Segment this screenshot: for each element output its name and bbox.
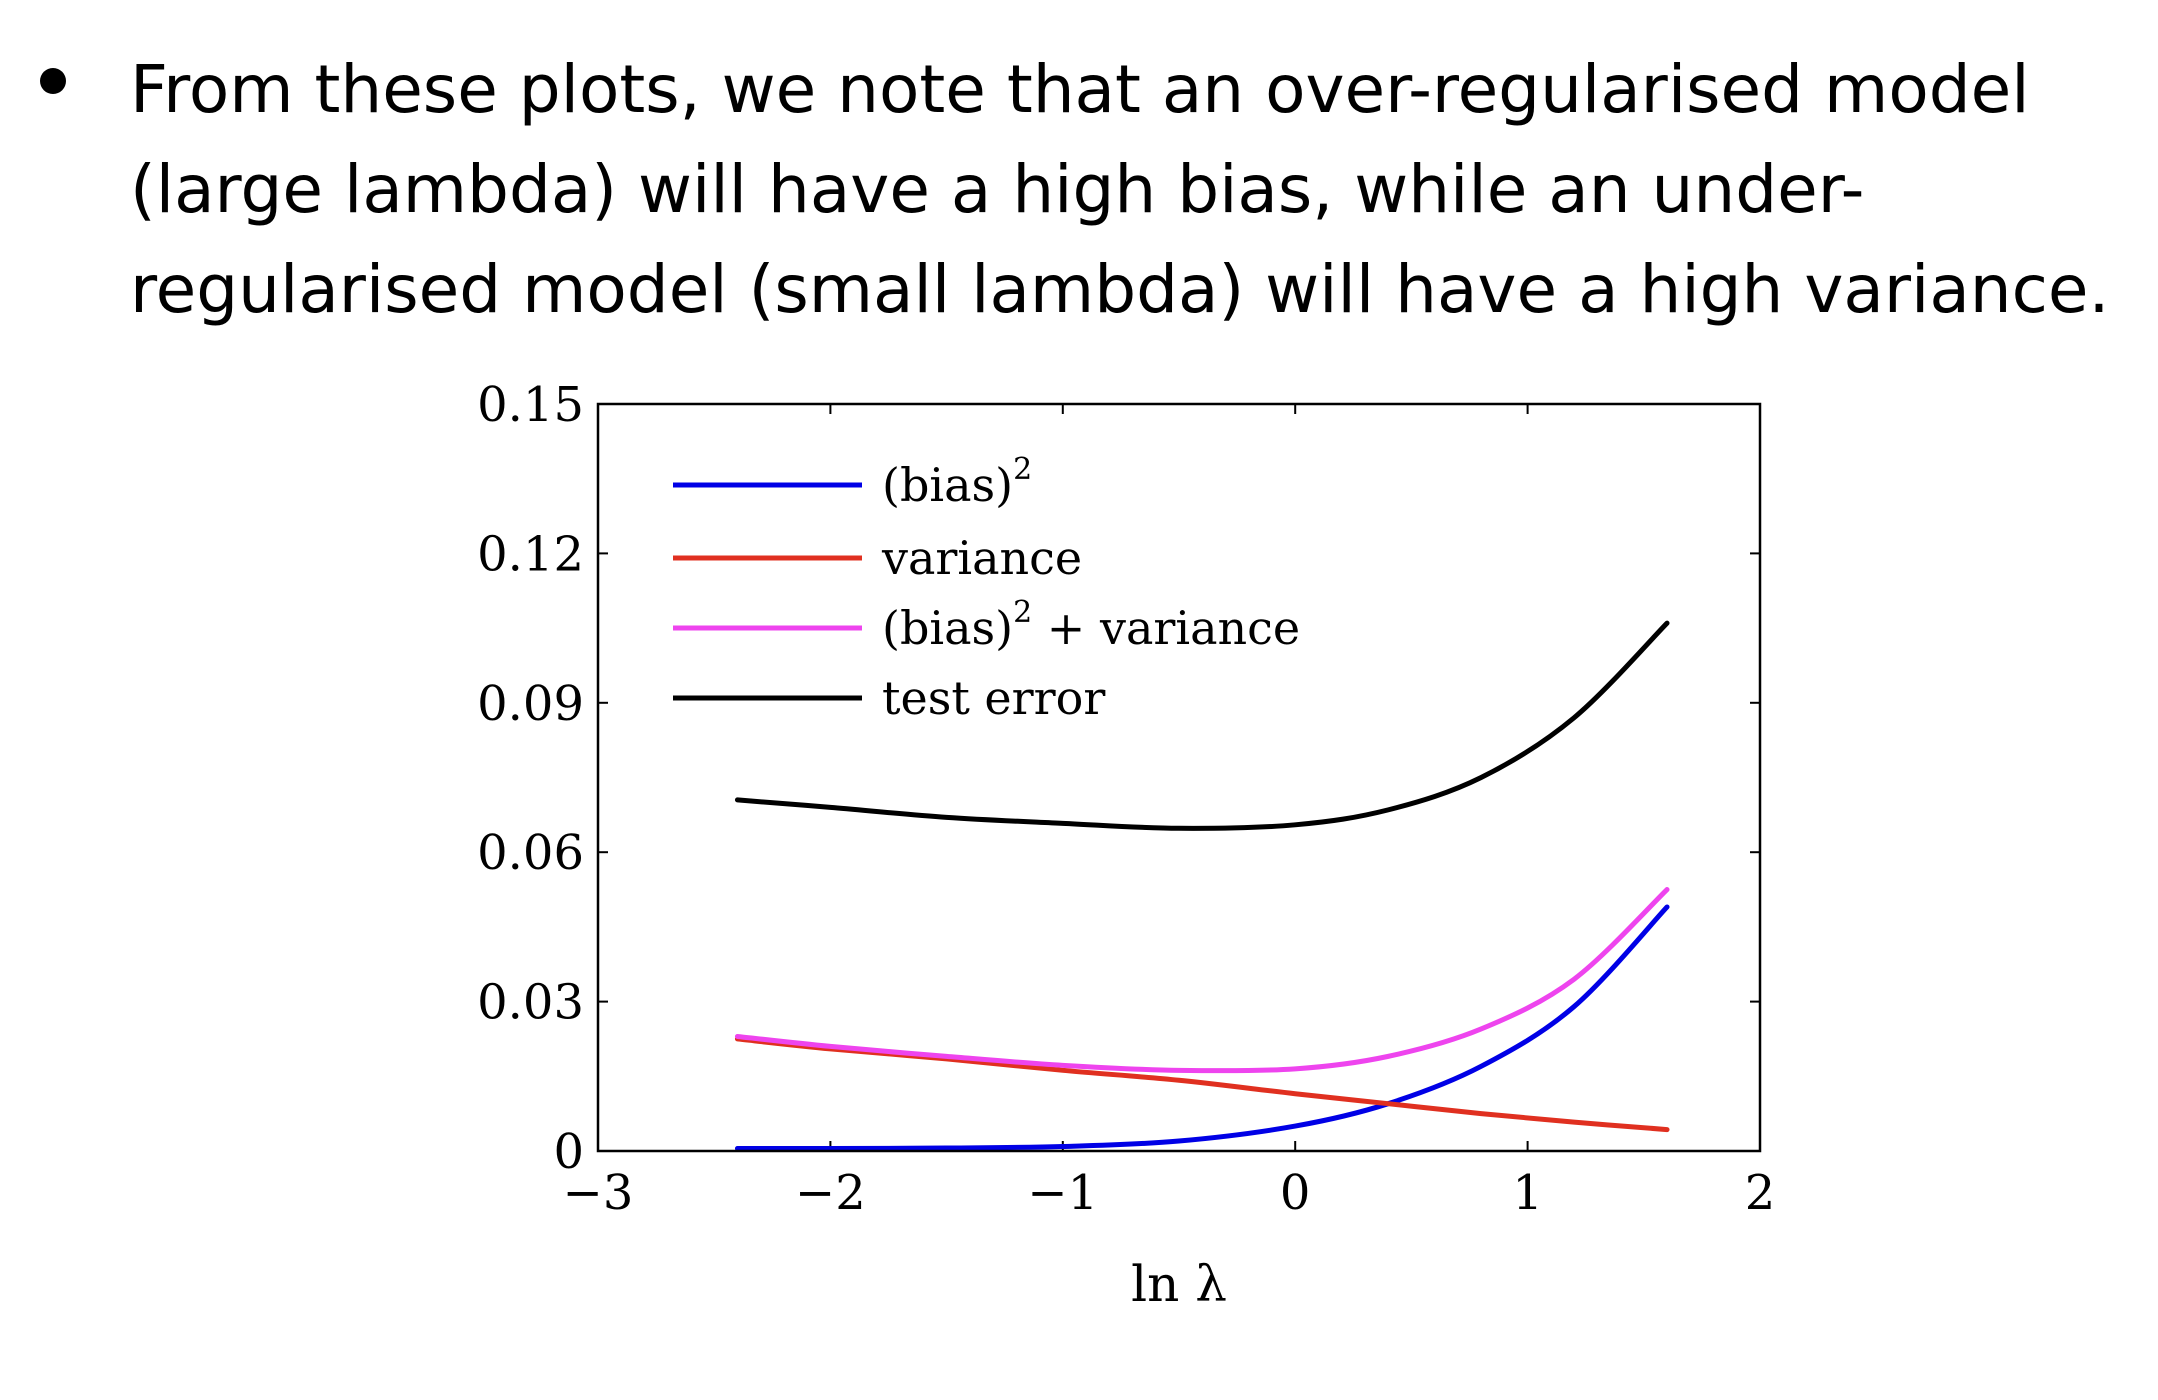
- y-tick-label: 0: [553, 1124, 584, 1180]
- legend-label-superscript: 2: [1013, 595, 1032, 630]
- bullet-text: From these plots, we note that an over-r…: [130, 40, 2110, 340]
- x-axis-label: ln λ: [1131, 1255, 1227, 1313]
- legend-label-text: (bias): [882, 458, 1013, 512]
- bias-squared-plus-variance-line: [734, 887, 1670, 1074]
- legend-label-text: variance: [881, 531, 1082, 585]
- series-lines: [734, 620, 1670, 1152]
- test-error-line: [734, 620, 1670, 831]
- y-tick-label: 0.06: [477, 825, 584, 881]
- plot-frame: [596, 402, 1762, 1153]
- legend-label: variance: [881, 531, 1082, 585]
- bullet-line: regularised model (small lambda) will ha…: [130, 251, 2110, 328]
- bias-squared-line: [734, 904, 1670, 1152]
- legend-label-text: (bias): [882, 601, 1013, 655]
- x-tick-label: −3: [563, 1165, 634, 1221]
- y-tick-label: 0.03: [477, 975, 584, 1031]
- legend-label-text: test error: [882, 671, 1105, 725]
- y-tick-label: 0.12: [477, 526, 584, 582]
- bullet-dot-icon: [40, 68, 66, 94]
- bullet-line: From these plots, we note that an over-r…: [130, 51, 2030, 128]
- bias-variance-chart: −3 −2 −1 0 1 200.030.060.090.120.15 (bias)2va…: [477, 377, 1775, 1313]
- legend-label: (bias)2 + variance: [882, 595, 1300, 655]
- legend-label: test error: [882, 671, 1105, 725]
- x-tick-label: 0: [1280, 1165, 1311, 1221]
- x-tick-label: 1: [1512, 1165, 1543, 1221]
- y-tick-label: 0.09: [477, 676, 584, 732]
- x-tick-label: −1: [1027, 1165, 1098, 1221]
- x-tick-label: 2: [1745, 1165, 1776, 1221]
- y-tick-label: 0.15: [477, 377, 584, 433]
- x-tick-label: −2: [795, 1165, 866, 1221]
- legend-label-suffix: + variance: [1032, 601, 1300, 655]
- legend-label-superscript: 2: [1013, 452, 1032, 487]
- bullet-line: (large lambda) will have a high bias, wh…: [130, 151, 1865, 228]
- legend-label: (bias)2: [882, 452, 1032, 512]
- tick-labels: −3 −2 −1 0 1 2 0 0.03 0.06 0.09 0.12 0.15: [477, 377, 1775, 1221]
